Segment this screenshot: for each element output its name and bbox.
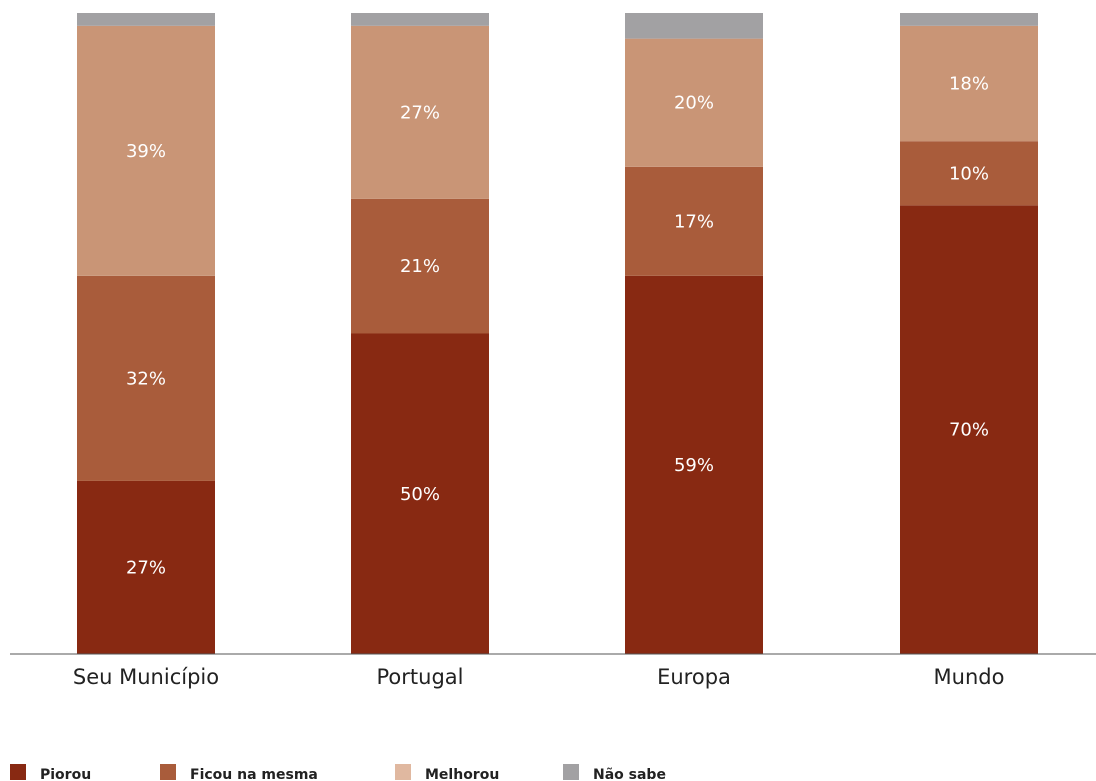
bar-segment-melhorou-3 — [900, 25, 1038, 142]
data-label: 10% — [949, 163, 989, 184]
data-label: 21% — [400, 256, 440, 277]
data-label: 20% — [674, 93, 714, 114]
data-label: 27% — [400, 102, 440, 123]
bar-segment-melhorou-2 — [625, 38, 763, 167]
bar-segment-ficou-na-mesma-2 — [625, 166, 763, 276]
data-labels-layer: 27% 32% 39% 50% 21% 27% 59% 17% 20% 70% 10% 18% — [126, 74, 989, 579]
x-tick-label: Seu Município — [73, 665, 219, 689]
x-tick-labels-layer: Seu Município Portugal Europa Mundo — [73, 665, 1005, 689]
legend-swatch — [10, 764, 26, 780]
bar-segment-n-o-sabe-0 — [77, 13, 215, 26]
bar-segment-ficou-na-mesma-0 — [77, 275, 215, 481]
bar-segment-n-o-sabe-1 — [351, 13, 489, 26]
bar-segment-ficou-na-mesma-3 — [900, 141, 1038, 206]
bar-segment-melhorou-0 — [77, 25, 215, 276]
legend-label: Não sabe — [593, 767, 666, 781]
bar-segment-piorou-1 — [351, 333, 489, 654]
data-label: 70% — [949, 420, 989, 441]
bar-segment-melhorou-1 — [351, 25, 489, 199]
bar-segment-n-o-sabe-3 — [900, 13, 1038, 26]
legend-label: Melhorou — [425, 767, 499, 781]
legend-swatch — [160, 764, 176, 780]
data-label: 50% — [400, 484, 440, 505]
data-label: 27% — [126, 557, 166, 578]
data-label: 17% — [674, 211, 714, 232]
data-label: 39% — [126, 141, 166, 162]
bar-segment-piorou-0 — [77, 480, 215, 654]
legend: Piorou Ficou na mesma Melhorou Não sabe — [10, 764, 666, 781]
x-tick-label: Europa — [657, 665, 731, 689]
data-label: 18% — [949, 74, 989, 95]
legend-swatch — [563, 764, 579, 780]
bar-segment-n-o-sabe-2 — [625, 13, 763, 39]
legend-label: Piorou — [40, 767, 91, 781]
bar-segment-piorou-2 — [625, 275, 763, 654]
x-tick-label: Mundo — [934, 665, 1005, 689]
data-label: 59% — [674, 455, 714, 476]
legend-swatch — [395, 764, 411, 780]
bar-segment-ficou-na-mesma-1 — [351, 198, 489, 334]
bar-segment-piorou-3 — [900, 205, 1038, 655]
x-tick-label: Portugal — [377, 665, 464, 689]
data-label: 32% — [126, 368, 166, 389]
bars-layer — [77, 13, 1038, 655]
legend-label: Ficou na mesma — [190, 767, 318, 781]
